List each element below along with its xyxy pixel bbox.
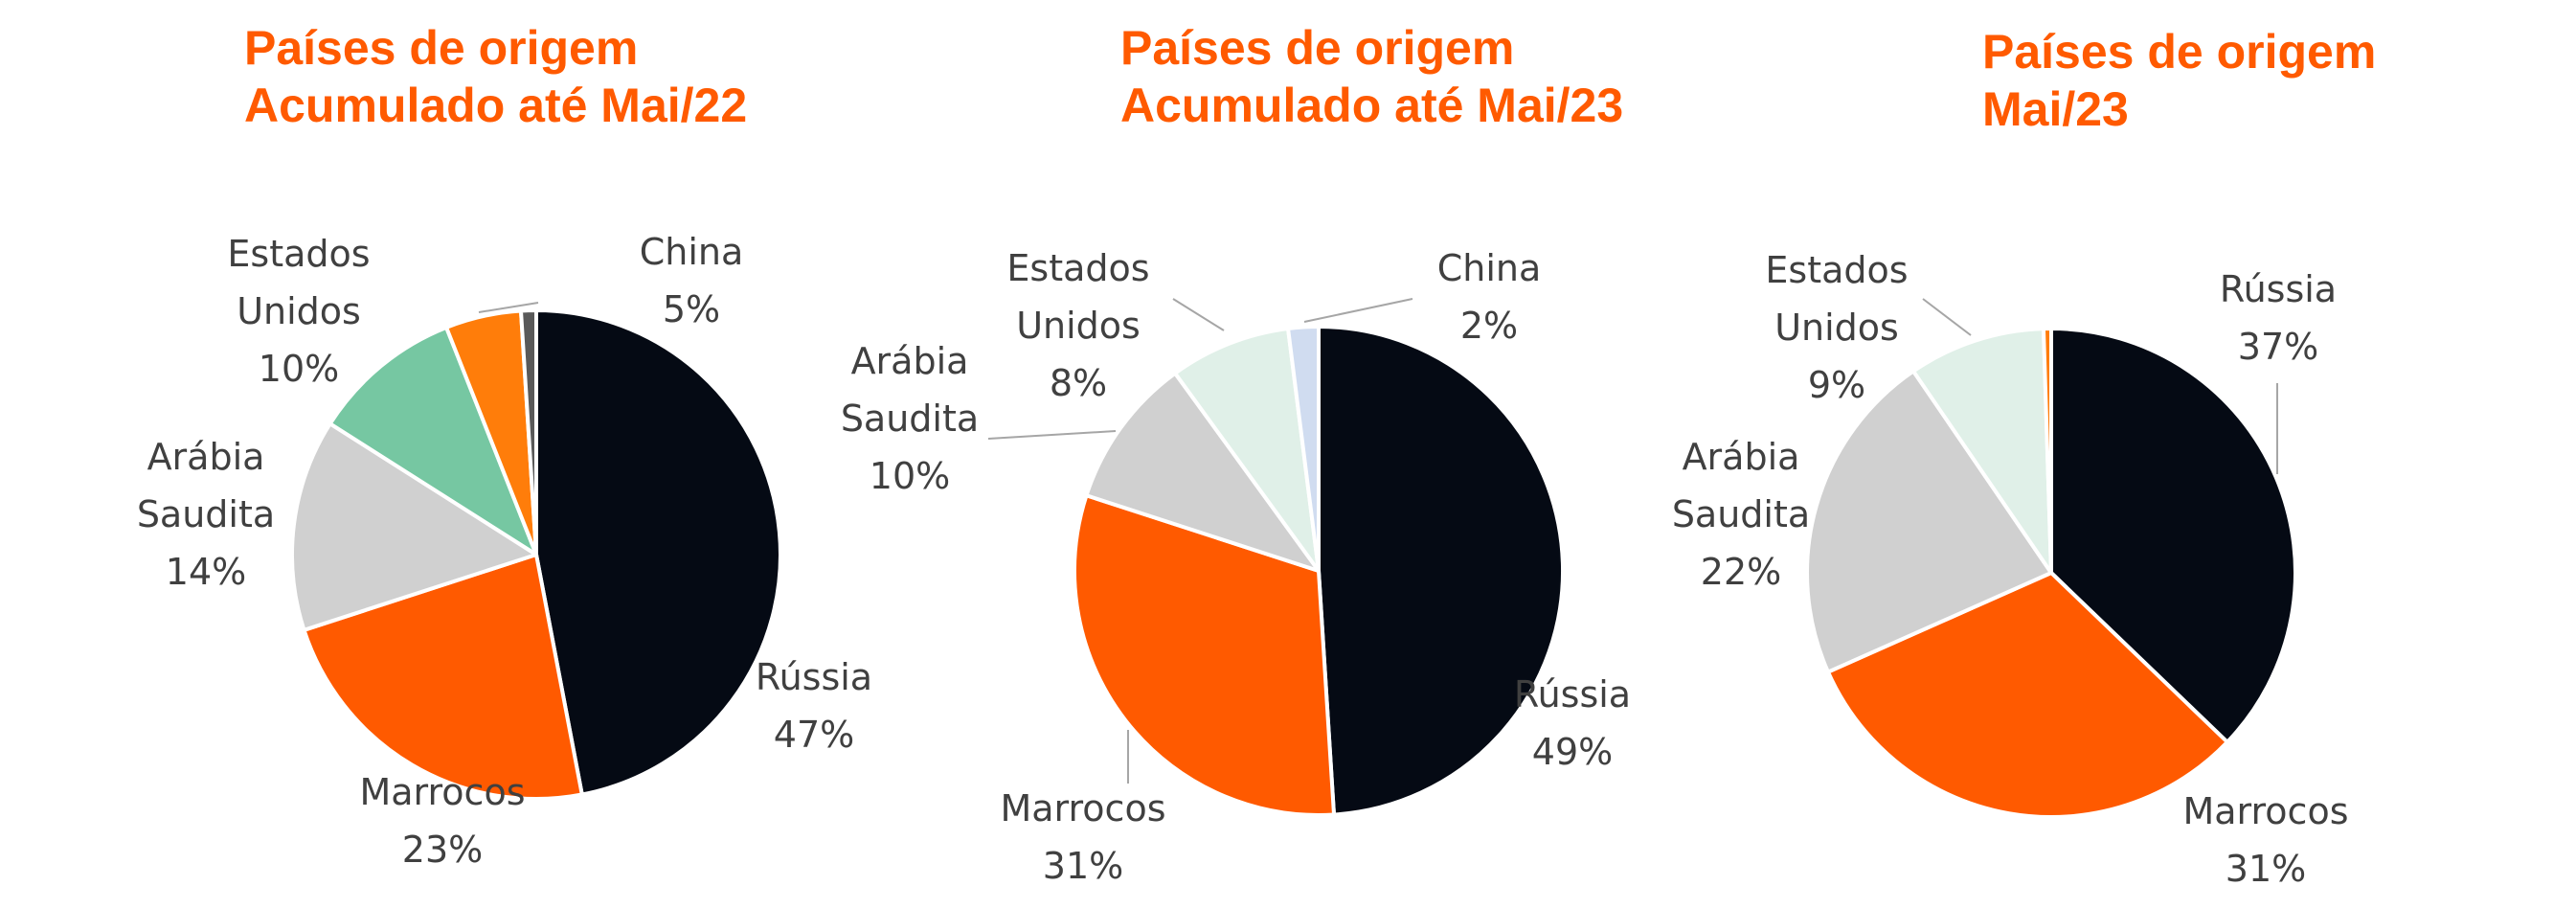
pie-slice-russia <box>2049 327 2297 744</box>
slice-percent-text: 14% <box>166 551 246 593</box>
pie-slice-marrocos <box>1825 571 2229 819</box>
chart-title-line-1: Países de origem <box>244 21 639 75</box>
data-label-arabia-saudita: Arábia Saudita 10% <box>841 340 979 497</box>
data-label-estados-unidos: Estados Unidos 9% <box>1765 249 1908 406</box>
slice-percent-text: 22% <box>1701 551 1781 593</box>
chart-title-line-2: Mai/23 <box>1982 82 2129 136</box>
slice-name-text: Estados <box>1765 249 1908 291</box>
pie-chart-2: Rússia 49% Marrocos 31% Arábia Saudita 10% Esta… <box>841 247 1631 887</box>
slice-percent-text: 23% <box>402 829 483 871</box>
pie-slice-arabia-saudita <box>290 421 538 632</box>
data-label-russia: Rússia 37% <box>2220 268 2337 368</box>
pie-slice-russia <box>534 308 782 797</box>
pie-slice-other <box>518 307 538 557</box>
slice-name-text: Estados <box>1006 247 1149 289</box>
slice-name-text: Estados <box>227 233 370 275</box>
slice-name-text: Arábia <box>147 436 265 478</box>
pie-slice-estados-unidos <box>1173 327 1321 573</box>
pie-slice-russia <box>1317 325 1565 817</box>
leader-line <box>1303 298 1413 323</box>
slice-percent-text: 31% <box>1043 845 1123 887</box>
slice-name-text: Marrocos <box>1000 787 1165 829</box>
pie-slice-estados-unidos <box>1911 327 2053 575</box>
data-label-marrocos: Marrocos 23% <box>359 771 525 871</box>
chart-title-mai23-accumulated: Países de origem Acumulado até Mai/23 <box>1120 19 1623 134</box>
slice-name-text: Saudita <box>1672 493 1810 535</box>
slice-name-text: Saudita <box>841 398 979 440</box>
leader-line <box>478 302 539 313</box>
pie-slice-arabia-saudita <box>1084 371 1321 573</box>
slice-percent-text: 8% <box>1050 362 1107 404</box>
chart-title-line-1: Países de origem <box>1982 25 2377 79</box>
slice-name-text: China <box>640 231 744 273</box>
slice-name-text: Saudita <box>137 493 275 535</box>
data-label-arabia-saudita: Arábia Saudita 22% <box>1672 436 1810 593</box>
data-label-china: China 5% <box>640 231 744 330</box>
chart-title-line-1: Países de origem <box>1120 21 1515 75</box>
pie-slice-other <box>2041 327 2053 575</box>
chart-title-mai23: Países de origem Mai/23 <box>1982 23 2376 138</box>
slice-name-text: Rússia <box>1514 673 1631 716</box>
data-label-estados-unidos: Estados Unidos 10% <box>227 233 370 390</box>
data-label-china: China 2% <box>1437 247 1542 347</box>
slice-percent-text: 10% <box>870 455 950 497</box>
slice-name-text: Arábia <box>851 340 969 382</box>
data-label-arabia-saudita: Arábia Saudita 14% <box>137 436 275 593</box>
slice-name-text: Rússia <box>2220 268 2337 310</box>
slice-percent-text: 5% <box>663 288 720 330</box>
pie-slice-arabia-saudita <box>1805 369 2053 674</box>
data-label-estados-unidos: Estados Unidos 8% <box>1006 247 1149 404</box>
slice-name-text: Rússia <box>756 656 872 698</box>
chart-title-line-2: Acumulado até Mai/22 <box>244 79 748 132</box>
pie-chart-1: Rússia 47% Marrocos 23% Arábia Saudita 14% Esta… <box>137 231 872 871</box>
data-label-russia: Rússia 49% <box>1514 673 1631 773</box>
leader-line <box>1922 298 1972 336</box>
slice-name-text: Unidos <box>1016 305 1141 347</box>
pie-slice-marrocos <box>1073 493 1337 817</box>
slice-percent-text: 2% <box>1460 305 1518 347</box>
slice-percent-text: 9% <box>1808 364 1865 406</box>
pie-slice-estados-unidos <box>328 325 538 557</box>
slice-percent-text: 10% <box>259 348 339 390</box>
leader-line <box>987 430 1117 440</box>
leader-line <box>1172 298 1225 331</box>
data-label-marrocos: Marrocos 31% <box>2182 790 2348 890</box>
data-label-marrocos: Marrocos 31% <box>1000 787 1165 887</box>
chart-title-mai22: Países de origem Acumulado até Mai/22 <box>244 19 747 134</box>
slice-percent-text: 37% <box>2238 326 2318 368</box>
pie-slice-china <box>1286 325 1321 573</box>
slice-percent-text: 31% <box>2226 848 2306 890</box>
slice-name-text: Marrocos <box>2182 790 2348 832</box>
chart-title-line-2: Acumulado até Mai/23 <box>1120 79 1624 132</box>
slice-name-text: China <box>1437 247 1542 289</box>
slice-name-text: Unidos <box>237 290 361 332</box>
pie-chart-3: Rússia 37% Marrocos 31% Arábia Saudita 22% Esta… <box>1672 249 2349 890</box>
data-label-russia: Rússia 47% <box>756 656 872 756</box>
slice-percent-text: 47% <box>774 714 854 756</box>
pie-slice-marrocos <box>302 553 584 801</box>
slice-name-text: Unidos <box>1774 307 1899 349</box>
slice-percent-text: 49% <box>1532 731 1613 773</box>
slice-name-text: Arábia <box>1683 436 1800 478</box>
slice-name-text: Marrocos <box>359 771 525 813</box>
